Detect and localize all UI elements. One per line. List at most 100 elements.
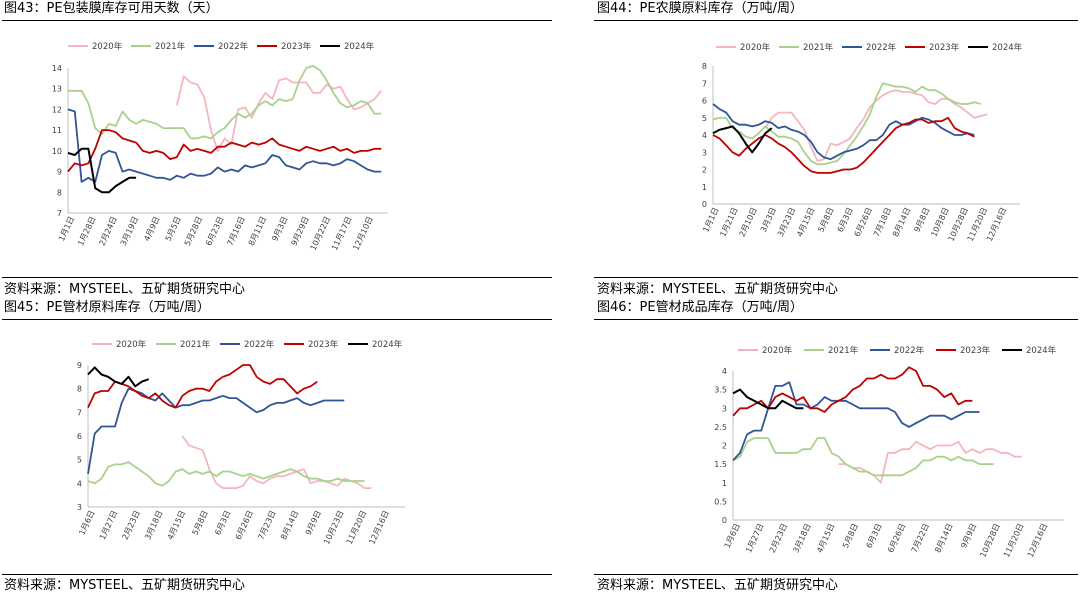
fig45-x-tick: 11月20日 [345, 509, 369, 546]
fig44-legend-label: 2023年 [929, 42, 960, 53]
fig46-y-tick: 2 [722, 442, 727, 451]
fig46-y-tick: 2.5 [714, 423, 727, 432]
fig43-x-tick: 9月3日 [270, 215, 289, 243]
fig44-series-line [712, 125, 773, 154]
fig43-y-tick: 7 [57, 209, 62, 218]
fig44-y-tick: 1 [702, 183, 707, 192]
fig44-y-tick: 8 [702, 62, 707, 71]
fig44-series-line [712, 103, 975, 161]
fig46-source-rule [594, 574, 1078, 575]
fig46-series-line [732, 381, 980, 462]
fig43-y-tick: 12 [52, 105, 62, 114]
fig43-y-tick: 11 [52, 126, 62, 135]
fig45-legend-label: 2021年 [180, 339, 211, 350]
fig43-series-line [67, 129, 382, 173]
fig45-y-tick: 6 [77, 432, 82, 441]
fig45-x-tick: 7月23日 [256, 509, 277, 541]
fig46-y-tick: 3.5 [714, 386, 727, 395]
fig45-y-tick: 7 [77, 408, 82, 417]
fig46-y-tick: 4 [722, 367, 727, 376]
fig46-source: 资料来源：MYSTEEL、五矿期货研究中心 [597, 578, 839, 593]
fig44-y-tick: 3 [702, 148, 707, 157]
fig43-x-tick: 8月11日 [247, 215, 268, 247]
fig44-x-tick: 5月8日 [816, 206, 835, 234]
fig45-chart: 3 4 5 6 7 8 9 1月6日 1月27日 2月23日 3月18日 4月15日 5月8日 6月3日 6… [77, 339, 405, 546]
fig43-title-rule [2, 20, 552, 21]
fig46-x-tick: 4月15日 [815, 522, 836, 554]
fig43-y-tick: 9 [57, 168, 62, 177]
fig46-x-tick: 6月26日 [886, 522, 907, 554]
fig43-y-tick: 13 [52, 85, 62, 94]
fig46-x-tick: 3月18日 [791, 522, 812, 554]
fig43-x-tick: 7月16日 [226, 215, 247, 247]
fig46-legend-label: 2023年 [960, 345, 991, 356]
fig45-title-rule [2, 319, 552, 320]
fig44-legend-label: 2024年 [992, 42, 1023, 53]
fig46-x-tick: 10月28日 [978, 522, 1002, 559]
fig46-legend-label: 2021年 [828, 345, 859, 356]
fig43-title: 图43：PE包装膜库存可用天数（天） [4, 1, 219, 16]
fig46-series-line [732, 437, 994, 477]
fig43-legend-label: 2023年 [281, 41, 312, 52]
fig44-y-tick: 2 [702, 166, 707, 175]
fig43-x-tick: 6月23日 [204, 215, 225, 247]
fig45-legend-label: 2023年 [308, 339, 339, 350]
fig45-y-tick: 5 [77, 456, 82, 465]
fig45-y-tick: 3 [77, 503, 82, 512]
fig45-x-tick: 6月26日 [234, 509, 255, 541]
fig44-legend-label: 2020年 [740, 42, 771, 53]
fig46-x-tick: 1月6日 [723, 522, 742, 550]
fig43-legend-label: 2020年 [92, 41, 123, 52]
fig43-legend-label: 2021年 [155, 41, 186, 52]
fig45-x-tick: 8月14日 [279, 509, 300, 541]
fig45-y-tick: 9 [77, 361, 82, 370]
fig44-y-tick: 7 [702, 79, 707, 88]
fig46-x-tick: 9月9日 [959, 522, 978, 550]
fig43-y-tick: 10 [52, 147, 62, 156]
fig43-series-line [67, 147, 137, 194]
fig46-x-tick: 7月22日 [910, 522, 931, 554]
fig44-x-tick: 6月3日 [836, 206, 855, 234]
fig46-x-tick: 1月27日 [744, 522, 765, 554]
fig43-series-line [67, 108, 382, 183]
fig46-y-tick: 0.5 [714, 497, 727, 506]
fig44-x-tick: 1月21日 [718, 206, 739, 238]
fig43-series-line [176, 75, 382, 152]
fig43-x-tick: 12月10日 [351, 215, 375, 252]
fig45-series-line [87, 364, 318, 409]
fig45-x-tick: 1月6日 [77, 509, 96, 537]
fig44-y-tick: 0 [702, 200, 707, 209]
fig45-legend-label: 2022年 [244, 339, 275, 350]
fig43-legend-label: 2024年 [344, 41, 375, 52]
fig44-source-rule [594, 277, 1078, 278]
fig43-source: 资料来源：MYSTEEL、五矿期货研究中心 [4, 282, 246, 297]
fig45-x-tick: 9月9日 [304, 509, 323, 537]
fig45-source-rule [2, 574, 552, 575]
fig44-series-line [712, 116, 975, 174]
fig45-series-line [87, 461, 365, 487]
fig45-x-tick: 12月16日 [367, 509, 391, 546]
fig44-x-tick: 6月26日 [853, 206, 874, 238]
fig44-x-tick: 2月10日 [738, 206, 759, 238]
fig43-x-tick: 1月1日 [57, 215, 76, 243]
fig46-y-tick: 1 [722, 479, 727, 488]
fig46-legend-label: 2020年 [762, 345, 793, 356]
fig44-x-tick: 3月23日 [776, 206, 797, 238]
fig44-x-tick: 10月8日 [929, 206, 950, 238]
fig45-series-line [87, 387, 345, 475]
fig43-source-rule [2, 277, 552, 278]
fig43-x-tick: 2月24日 [98, 215, 119, 247]
fig45-y-tick: 4 [77, 479, 82, 488]
fig44-x-tick: 7月18日 [872, 206, 893, 238]
fig44-title: 图44：PE农膜原料库存（万吨/周） [597, 1, 803, 16]
fig45-x-tick: 3月18日 [143, 509, 164, 541]
fig46-chart: 0 0.5 1 1.5 2 2.5 3 3.5 4 1月6日 1月27日 2月23日 3月18日 4月15… [714, 345, 1064, 559]
fig44-y-tick: 4 [702, 131, 707, 140]
fig44-x-tick: 1月1日 [701, 206, 720, 234]
fig45-legend-label: 2020年 [116, 339, 147, 350]
fig44-legend-label: 2022年 [866, 42, 897, 53]
fig43-x-tick: 10月22日 [309, 215, 333, 252]
fig45-source: 资料来源：MYSTEEL、五矿期货研究中心 [4, 578, 246, 593]
fig46-legend-label: 2022年 [894, 345, 925, 356]
fig46-x-tick: 2月23日 [768, 522, 789, 554]
